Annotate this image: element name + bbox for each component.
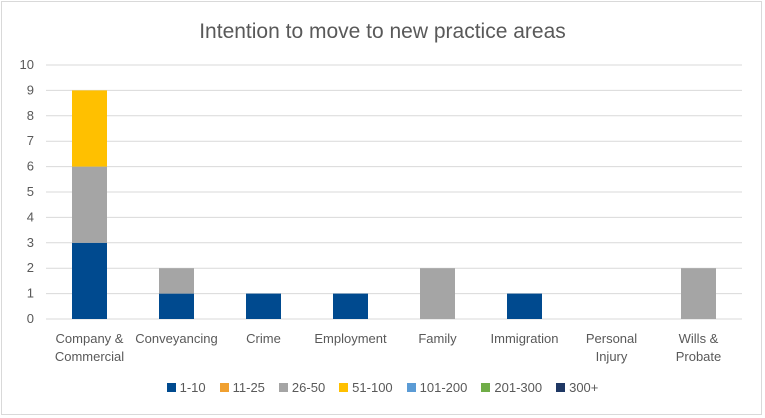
x-category-label: Personal — [586, 331, 637, 346]
bar-segment — [159, 293, 194, 319]
x-category-label: Commercial — [55, 349, 124, 364]
legend: 1-10 11-25 26-50 51-100 101-200 201-300 300+ — [2, 380, 763, 395]
legend-swatch — [166, 383, 176, 392]
x-category-label: Wills & — [679, 331, 719, 346]
y-tick-label: 10 — [20, 57, 34, 72]
legend-swatch — [219, 383, 229, 392]
y-tick-label: 8 — [27, 108, 34, 123]
bar-segment — [246, 293, 281, 319]
x-category-label: Employment — [314, 331, 387, 346]
y-tick-label: 1 — [27, 286, 34, 301]
legend-swatch — [556, 383, 566, 392]
x-category-label: Injury — [596, 349, 628, 364]
x-category-label: Company & — [56, 331, 124, 346]
bar-segment — [159, 268, 194, 294]
legend-item: 101-200 — [406, 380, 468, 395]
x-category-label: Family — [418, 331, 457, 346]
legend-item: 1-10 — [166, 380, 206, 395]
bar-segment — [72, 242, 107, 319]
legend-swatch — [339, 383, 349, 392]
x-category-label: Probate — [676, 349, 722, 364]
y-tick-label: 9 — [27, 82, 34, 97]
legend-swatch — [278, 383, 288, 392]
legend-label: 11-25 — [232, 380, 265, 395]
legend-item: 11-25 — [219, 380, 265, 395]
bar-segment — [507, 293, 542, 319]
y-tick-label: 3 — [27, 235, 34, 250]
legend-swatch — [406, 383, 416, 392]
bar-segment — [420, 268, 455, 319]
y-tick-label: 7 — [27, 133, 34, 148]
legend-item: 26-50 — [278, 380, 326, 395]
legend-label: 201-300 — [494, 380, 543, 395]
bar-segment — [681, 268, 716, 319]
legend-label: 300+ — [569, 380, 599, 395]
y-tick-label: 4 — [27, 209, 34, 224]
bar-segment — [72, 90, 107, 167]
x-category-label: Conveyancing — [135, 331, 217, 346]
legend-item: 300+ — [556, 380, 598, 395]
legend-item: 51-100 — [339, 380, 393, 395]
legend-label: 26-50 — [291, 380, 326, 395]
legend-swatch — [481, 383, 491, 392]
legend-item: 201-300 — [481, 380, 542, 395]
y-tick-label: 0 — [27, 311, 34, 326]
y-tick-label: 6 — [27, 159, 34, 174]
legend-label: 1-10 — [179, 380, 206, 395]
legend-label: 101-200 — [419, 380, 468, 395]
bar-segment — [333, 293, 368, 319]
chart-title: Intention to move to new practice areas — [199, 20, 566, 43]
x-category-label: Crime — [246, 331, 281, 346]
legend-label: 51-100 — [352, 380, 393, 395]
bar-segment — [72, 166, 107, 243]
x-category-label: Immigration — [491, 331, 559, 346]
y-tick-label: 5 — [27, 184, 34, 199]
y-tick-label: 2 — [27, 260, 34, 275]
